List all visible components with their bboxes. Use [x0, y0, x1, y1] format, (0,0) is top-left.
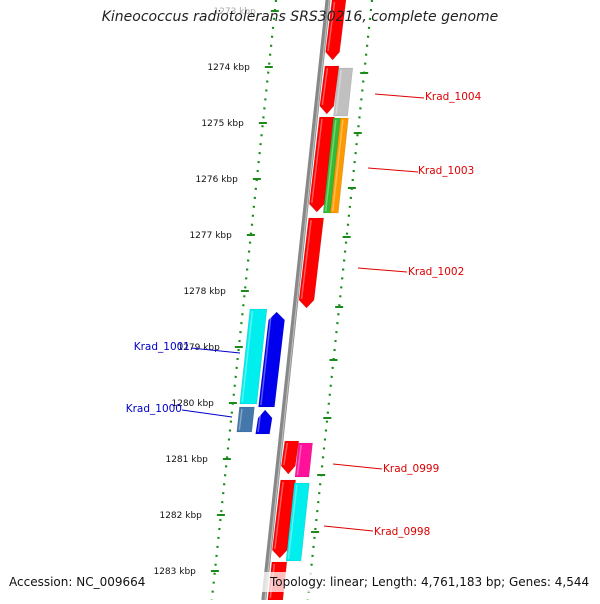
gene-label-leader	[323, 525, 374, 532]
gene-label-leader	[181, 409, 233, 418]
gene-arrow-blue	[255, 409, 273, 435]
gene-krad-1001	[239, 308, 268, 405]
gene-label: Krad_0999	[383, 463, 439, 475]
gene-arrow	[319, 65, 340, 115]
genome-backbone-highlight	[264, 0, 330, 601]
gene-krad-1002-sheen	[300, 219, 312, 300]
gene-krad-1004	[333, 67, 354, 117]
gene-arrow-sheen	[274, 481, 284, 550]
scale-tick-label: 1278 kbp	[183, 287, 226, 297]
gene-krad-1004-sheen	[335, 69, 342, 115]
gene-krad-0999	[294, 442, 313, 478]
scale-tick-label: 1281 kbp	[165, 455, 208, 465]
accession-text: Accession: NC_009664	[9, 575, 146, 589]
gene-arrow-sheen	[321, 67, 329, 106]
scale-tick-label: 1273 kbp	[213, 7, 256, 17]
gene-label-leader	[357, 267, 408, 273]
scale-tick-label: 1279 kbp	[177, 343, 220, 353]
gene-arrow	[271, 479, 296, 559]
scale-tick-label: 1274 kbp	[207, 63, 250, 73]
gene-arrow-sheen	[311, 118, 323, 204]
gene-arrow-blue-sheen	[260, 313, 272, 406]
map-title: Kineococcus radiotolerans SRS30216, comp…	[101, 9, 499, 25]
gene-krad-0998-sheen	[287, 484, 298, 560]
gene-arrow-top-sheen	[327, 1, 336, 52]
gene-label: Krad_0998	[374, 526, 430, 538]
gene-krad-1001-sheen	[241, 310, 254, 403]
scale-tick-label: 1280 kbp	[171, 399, 214, 409]
scale-tick-label: 1277 kbp	[189, 231, 232, 241]
gene-label: Krad_1003	[418, 165, 474, 177]
gene-arrow-top	[325, 0, 347, 61]
scale-tick-label: 1282 kbp	[159, 511, 202, 521]
scale-tick-label: 1283 kbp	[153, 567, 196, 577]
gene-krad-0998	[285, 482, 310, 562]
scale-tick-label: 1275 kbp	[201, 119, 244, 129]
gene-segment-green-sheen	[324, 119, 337, 212]
scale-tick-label: 1276 kbp	[195, 175, 238, 185]
gene-krad-1000-sheen	[238, 408, 243, 431]
gene-label: Krad_1004	[425, 91, 482, 103]
footer-backdrop	[262, 572, 600, 592]
right-guide-line	[306, 0, 374, 601]
gene-krad-1003-sheen	[331, 119, 344, 212]
gene-label-leader	[374, 93, 425, 99]
gene-krad-1000	[236, 406, 255, 433]
gene-label: Krad_1002	[408, 266, 464, 278]
gene-label-leader	[332, 463, 383, 470]
gene-arrow	[280, 440, 300, 475]
genome-backbone	[261, 0, 331, 601]
left-guide-line	[210, 0, 278, 601]
gene-arrow	[309, 116, 335, 213]
gene-arrow-blue-sheen	[257, 411, 262, 433]
gene-label: Krad_1001	[134, 341, 190, 353]
gene-arrow-sheen	[283, 442, 289, 466]
gene-label-leader	[367, 167, 419, 173]
gene-krad-0999-sheen	[296, 444, 302, 476]
gene-krad-1002	[298, 217, 325, 309]
topology-text: Topology: linear; Length: 4,761,183 bp; …	[270, 575, 590, 589]
gene-krad-1003	[329, 117, 349, 214]
gene-label-leader	[190, 347, 241, 354]
gene-label: Krad_1000	[126, 403, 182, 415]
gene-arrow-blue	[258, 311, 285, 408]
